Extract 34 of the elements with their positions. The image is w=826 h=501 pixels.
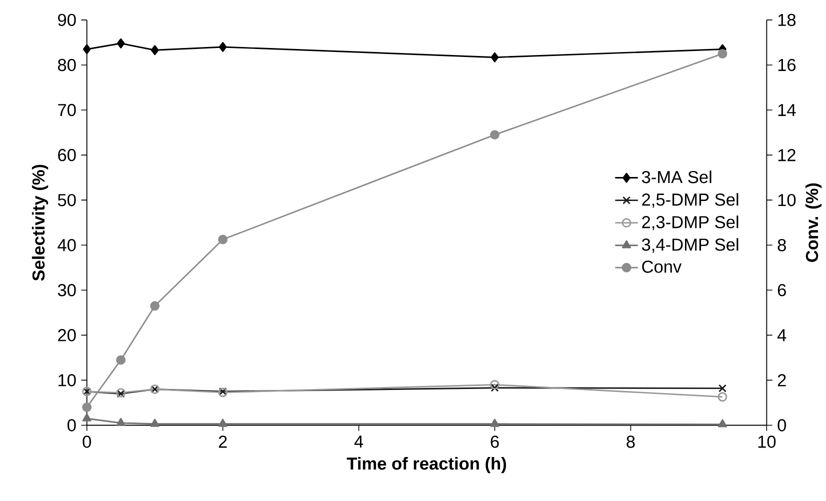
y2-tick-label: 16: [778, 58, 796, 72]
y2-axis-title: Conv. (%): [805, 183, 822, 262]
legend-label: 2,3-DMP Sel: [642, 216, 738, 230]
y2-tick-label: 0: [778, 419, 786, 432]
x-tick-label: 10: [758, 436, 776, 448]
legend-label: Conv: [642, 260, 682, 273]
y2-tick-label: 6: [778, 284, 786, 296]
y-tick-label: 70: [58, 104, 76, 116]
x-tick-label: 2: [218, 436, 227, 448]
y-tick-label: 20: [58, 329, 76, 342]
y2-tick-label: 2: [778, 374, 786, 386]
y2-tick-label: 8: [778, 238, 786, 252]
y-tick-label: 80: [58, 58, 76, 72]
x-tick-label: 4: [354, 436, 364, 448]
x-tick-label: 0: [82, 436, 91, 448]
legend-label: 2,5-DMP Sel: [642, 192, 738, 208]
x-axis-title: Time of reaction (h): [346, 456, 506, 474]
y2-tick-label: 10: [778, 194, 796, 206]
y-tick-label: 10: [58, 374, 76, 386]
legend-label: 3-MA Sel: [642, 170, 712, 184]
y-axis-title: Selectivity (%): [32, 164, 48, 281]
y-tick-label: 30: [58, 284, 76, 296]
legend-label: 3,4-DMP Sel: [642, 238, 738, 253]
x-tick-label: 6: [490, 436, 499, 448]
y2-tick-label: 18: [778, 14, 796, 26]
y-tick-label: 60: [58, 148, 76, 162]
y2-tick-label: 12: [778, 148, 796, 162]
y2-tick-label: 14: [778, 104, 796, 116]
y-tick-label: 50: [58, 194, 76, 206]
x-tick-label: 8: [626, 436, 635, 448]
y-tick-label: 0: [68, 419, 76, 432]
y-tick-label: 90: [58, 14, 76, 26]
y-tick-label: 40: [58, 238, 76, 252]
y2-tick-label: 4: [777, 329, 786, 342]
